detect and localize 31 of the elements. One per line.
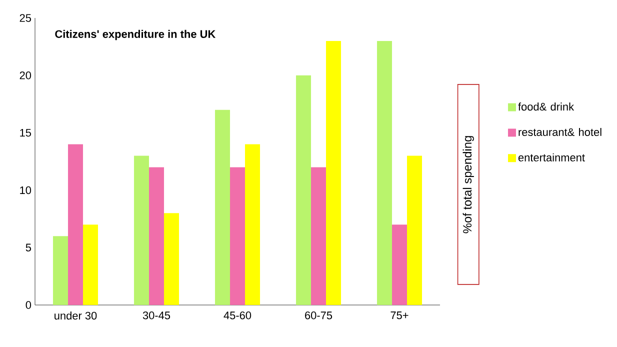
- legend-label: food& drink: [518, 102, 574, 111]
- y-tick-label: 15: [20, 128, 32, 137]
- legend-label: entertainment: [518, 153, 585, 162]
- bar: [230, 167, 245, 305]
- bar: [53, 236, 68, 305]
- bar: [296, 75, 312, 305]
- bar: [83, 224, 98, 305]
- bar: [377, 40, 392, 305]
- x-tick-label: 45-60: [224, 312, 252, 320]
- bar: [407, 156, 422, 305]
- text: Citizens' expenditure in the UK: [55, 30, 216, 40]
- x-tick-label: 60-75: [305, 312, 332, 320]
- y-tick-label: 10: [20, 186, 32, 194]
- y-axis-title: %of total spending: [462, 136, 474, 234]
- bar: [245, 144, 260, 305]
- y-tick-label: 0: [26, 301, 32, 309]
- x-tick-label: 30-45: [142, 312, 170, 320]
- bar: [215, 110, 230, 305]
- bar: [68, 144, 83, 305]
- x-tick-label: 75+: [390, 312, 408, 320]
- bar: [326, 40, 342, 305]
- y-tick-label: 25: [20, 14, 32, 22]
- y-tick-label: 5: [26, 244, 32, 252]
- y-tick-label: 20: [20, 72, 32, 80]
- bar: [311, 167, 326, 305]
- bar: [392, 224, 408, 305]
- bar: [149, 167, 164, 305]
- legend-label: restaurant& hotel: [518, 128, 602, 136]
- x-tick-label: under 30: [54, 312, 97, 320]
- bar: [164, 213, 179, 305]
- bar: [134, 156, 149, 305]
